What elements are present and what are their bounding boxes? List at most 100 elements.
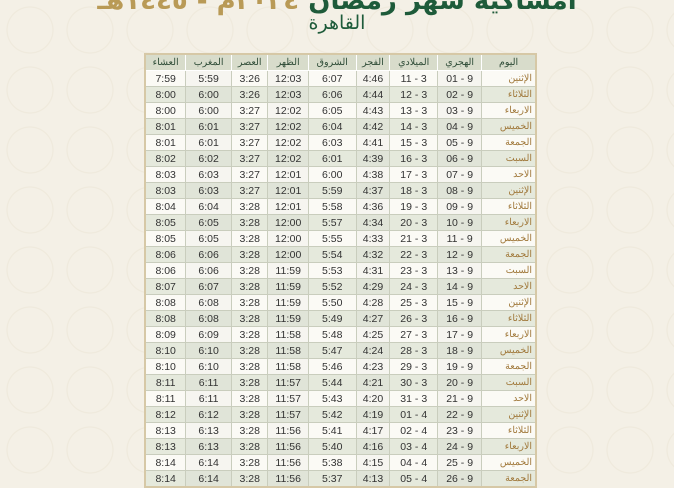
cell-gregorian: 3 - 23 <box>389 262 439 279</box>
cell-day: الإثنين <box>481 182 537 199</box>
cell-gregorian: 3 - 21 <box>389 230 439 247</box>
cell-isha: 8:05 <box>144 230 187 247</box>
cell-fajr: 4:34 <box>355 214 391 231</box>
table-row: السبت 9 - 20 3 - 30 4:21 5:44 11:57 3:28 6:11 8:… <box>144 374 537 391</box>
cell-hijri: 9 - 10 <box>437 214 483 231</box>
cell-fajr: 4:23 <box>355 358 391 375</box>
cell-day: الخميس <box>481 118 537 135</box>
cell-day: الإثنين <box>481 70 537 87</box>
cell-fajr: 4:32 <box>355 246 391 263</box>
cell-sunrise: 5:44 <box>307 374 357 391</box>
cell-gregorian: 3 - 29 <box>389 358 439 375</box>
cell-sunrise: 5:47 <box>307 342 357 359</box>
table-header-row: اليوم الهجري الميلادي الفجر الشروق الظهر العصر… <box>144 53 537 71</box>
cell-maghrib: 6:00 <box>185 86 232 103</box>
cell-day: السبت <box>481 150 537 167</box>
cell-fajr: 4:41 <box>355 134 391 151</box>
title-year: ٢٠٢٤م - ١٤٤٥هـ <box>97 0 300 16</box>
cell-sunrise: 5:59 <box>307 182 357 199</box>
cell-fajr: 4:20 <box>355 390 391 407</box>
cell-asr: 3:28 <box>230 342 269 359</box>
cell-dhuhr: 11:58 <box>267 358 309 375</box>
cell-asr: 3:28 <box>230 278 269 295</box>
cell-sunrise: 5:53 <box>307 262 357 279</box>
table-row: الثلاثاء 9 - 23 4 - 02 4:17 5:41 11:56 3:28 6:1… <box>144 422 537 439</box>
cell-maghrib: 6:03 <box>185 182 232 199</box>
cell-maghrib: 5:59 <box>185 70 232 87</box>
cell-asr: 3:28 <box>230 246 269 263</box>
cell-asr: 3:28 <box>230 358 269 375</box>
cell-gregorian: 3 - 28 <box>389 342 439 359</box>
cell-asr: 3:28 <box>230 214 269 231</box>
cell-isha: 8:12 <box>144 406 187 423</box>
cell-gregorian: 3 - 19 <box>389 198 439 215</box>
table-row: الإثنين 9 - 15 3 - 25 4:28 5:50 11:59 3:28 6:08… <box>144 294 537 311</box>
cell-maghrib: 6:14 <box>185 454 232 471</box>
table-row: الخميس 9 - 11 3 - 21 4:33 5:55 12:00 3:28 6:05 8… <box>144 230 537 247</box>
cell-gregorian: 3 - 17 <box>389 166 439 183</box>
cell-hijri: 9 - 26 <box>437 470 483 488</box>
cell-isha: 8:08 <box>144 294 187 311</box>
cell-gregorian: 3 - 20 <box>389 214 439 231</box>
column-header-isha: العشاء <box>144 53 187 71</box>
cell-sunrise: 6:06 <box>307 86 357 103</box>
cell-sunrise: 5:48 <box>307 326 357 343</box>
cell-fajr: 4:36 <box>355 198 391 215</box>
cell-fajr: 4:17 <box>355 422 391 439</box>
cell-isha: 8:00 <box>144 102 187 119</box>
cell-hijri: 9 - 20 <box>437 374 483 391</box>
cell-hijri: 9 - 15 <box>437 294 483 311</box>
cell-hijri: 9 - 16 <box>437 310 483 327</box>
cell-fajr: 4:37 <box>355 182 391 199</box>
cell-fajr: 4:15 <box>355 454 391 471</box>
cell-maghrib: 6:07 <box>185 278 232 295</box>
city-subtitle: القاهرة <box>308 12 366 34</box>
cell-isha: 8:07 <box>144 278 187 295</box>
cell-gregorian: 3 - 15 <box>389 134 439 151</box>
cell-gregorian: 3 - 22 <box>389 246 439 263</box>
cell-gregorian: 4 - 04 <box>389 454 439 471</box>
cell-asr: 3:26 <box>230 70 269 87</box>
cell-day: الاربعاء <box>481 102 537 119</box>
cell-asr: 3:28 <box>230 262 269 279</box>
table-row: الإثنين 9 - 22 4 - 01 4:19 5:42 11:57 3:28 6:12… <box>144 406 537 423</box>
cell-day: الاحد <box>481 278 537 295</box>
cell-hijri: 9 - 04 <box>437 118 483 135</box>
cell-dhuhr: 11:59 <box>267 294 309 311</box>
cell-dhuhr: 12:03 <box>267 86 309 103</box>
cell-isha: 8:00 <box>144 86 187 103</box>
cell-gregorian: 4 - 02 <box>389 422 439 439</box>
cell-dhuhr: 12:01 <box>267 166 309 183</box>
cell-maghrib: 6:11 <box>185 374 232 391</box>
cell-gregorian: 4 - 03 <box>389 438 439 455</box>
cell-asr: 3:28 <box>230 422 269 439</box>
cell-fajr: 4:38 <box>355 166 391 183</box>
cell-sunrise: 5:46 <box>307 358 357 375</box>
cell-hijri: 9 - 06 <box>437 150 483 167</box>
cell-sunrise: 5:50 <box>307 294 357 311</box>
table-row: الخميس 9 - 18 3 - 28 4:24 5:47 11:58 3:28 6:10 8… <box>144 342 537 359</box>
cell-maghrib: 6:04 <box>185 198 232 215</box>
cell-asr: 3:26 <box>230 86 269 103</box>
cell-hijri: 9 - 23 <box>437 422 483 439</box>
cell-asr: 3:28 <box>230 374 269 391</box>
cell-day: الثلاثاء <box>481 198 537 215</box>
cell-asr: 3:27 <box>230 118 269 135</box>
cell-isha: 8:06 <box>144 262 187 279</box>
cell-gregorian: 3 - 24 <box>389 278 439 295</box>
cell-fajr: 4:44 <box>355 86 391 103</box>
table-row: الاربعاء 9 - 24 4 - 03 4:16 5:40 11:56 3:28 6:1… <box>144 438 537 455</box>
cell-day: الجمعة <box>481 358 537 375</box>
cell-isha: 8:02 <box>144 150 187 167</box>
cell-hijri: 9 - 13 <box>437 262 483 279</box>
cell-maghrib: 6:06 <box>185 246 232 263</box>
cell-fajr: 4:29 <box>355 278 391 295</box>
cell-gregorian: 3 - 18 <box>389 182 439 199</box>
cell-isha: 8:01 <box>144 134 187 151</box>
cell-asr: 3:28 <box>230 326 269 343</box>
cell-hijri: 9 - 09 <box>437 198 483 215</box>
cell-asr: 3:28 <box>230 454 269 471</box>
cell-maghrib: 6:11 <box>185 390 232 407</box>
cell-isha: 8:11 <box>144 374 187 391</box>
cell-hijri: 9 - 22 <box>437 406 483 423</box>
